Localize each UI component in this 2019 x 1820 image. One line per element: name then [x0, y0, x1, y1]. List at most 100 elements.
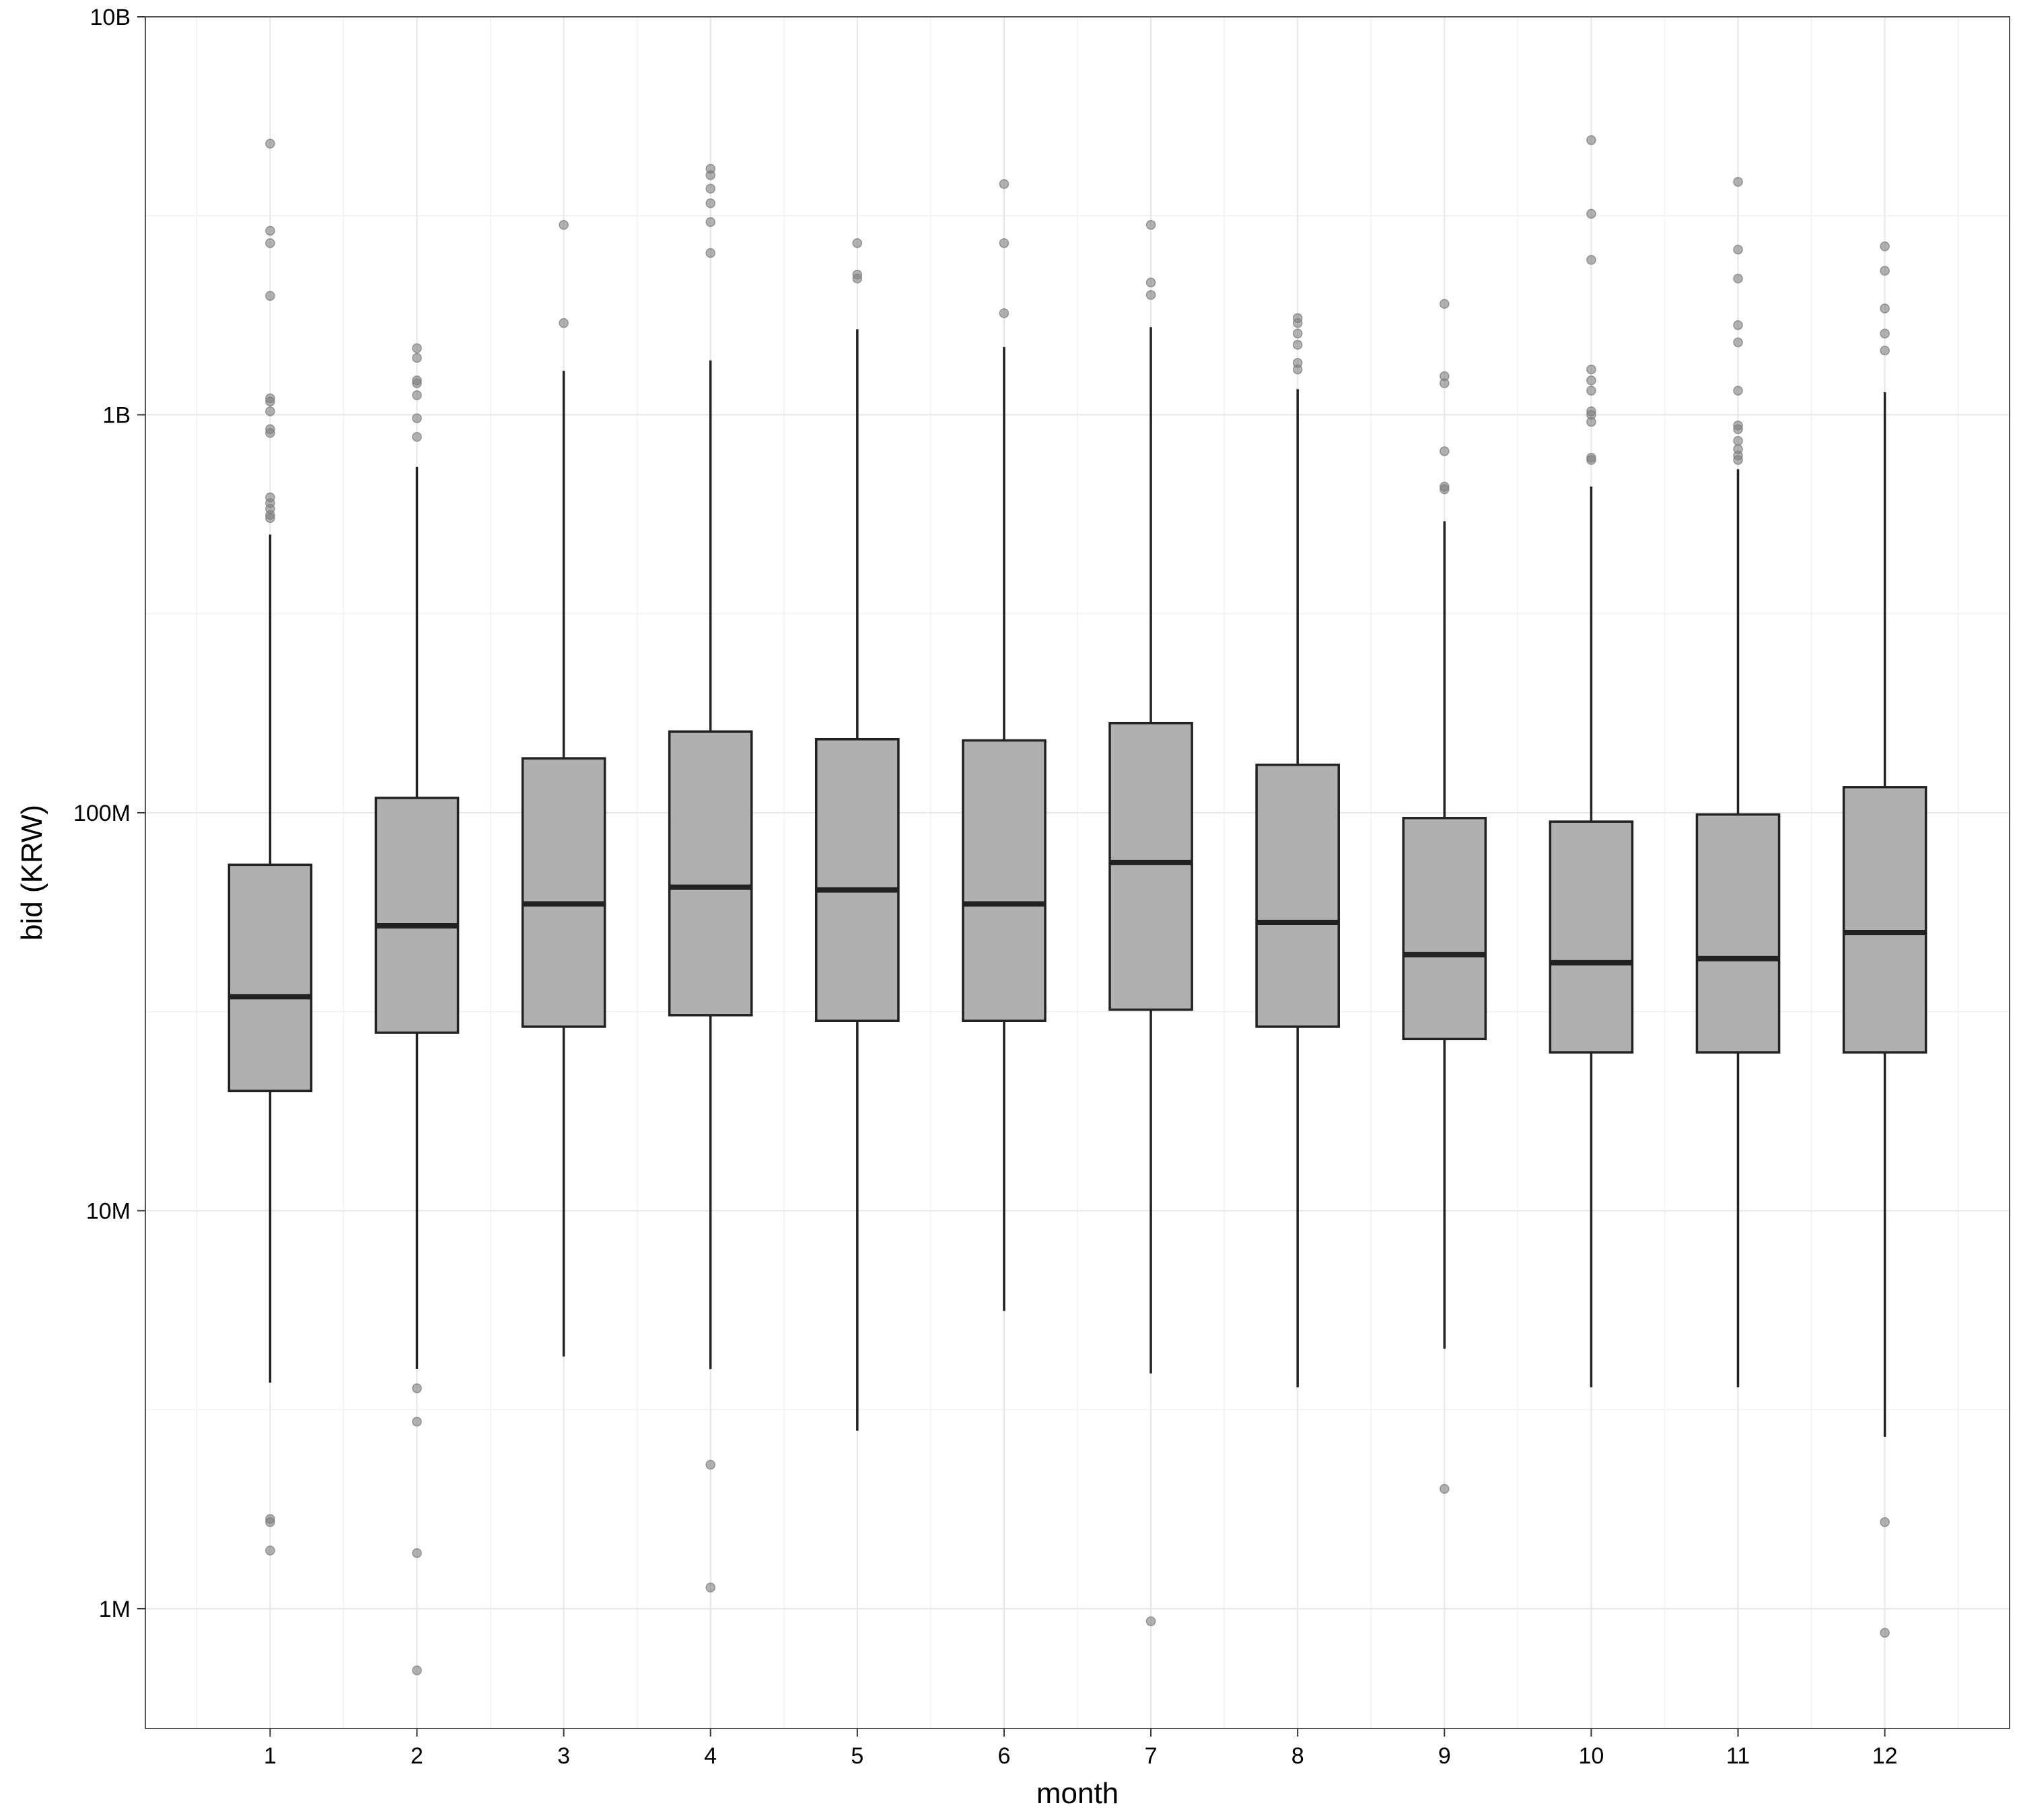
outlier-point [1586, 386, 1596, 396]
outlier-point [412, 390, 422, 400]
outlier-point [265, 238, 275, 248]
box-group [374, 466, 460, 1369]
outlier-point [1440, 446, 1450, 456]
box-group [1549, 486, 1634, 1387]
box-body [227, 863, 313, 1093]
outlier-point [1145, 277, 1156, 288]
box-group [521, 371, 606, 1357]
outlier-point [1733, 320, 1743, 330]
outlier-point [705, 1582, 715, 1593]
x-tick-label: 4 [704, 1743, 717, 1769]
outlier-point [1145, 220, 1156, 230]
box-group [1402, 521, 1487, 1349]
outlier-point [1586, 255, 1596, 265]
outlier-point [852, 238, 863, 248]
outlier-point [705, 217, 715, 227]
outlier-point [265, 393, 275, 404]
box-group [1695, 469, 1781, 1387]
outlier-point [1733, 273, 1743, 284]
x-tick-label: 8 [1291, 1743, 1304, 1769]
box-body [815, 737, 900, 1022]
outlier-point [1880, 241, 1890, 252]
outlier-point [705, 163, 715, 174]
outlier-point [1733, 435, 1743, 446]
outlier-point [1586, 135, 1596, 145]
outlier-point [1733, 176, 1743, 187]
outlier-point [1292, 340, 1303, 350]
outlier-point [1880, 266, 1890, 276]
outlier-point [1586, 375, 1596, 386]
outlier-point [1880, 1517, 1890, 1527]
panel-frame [145, 16, 2010, 1729]
outlier-point [412, 1416, 422, 1427]
outlier-point [1586, 453, 1596, 463]
box-body [962, 739, 1047, 1022]
outlier-point [265, 493, 275, 503]
y-tick-label: 1B [102, 402, 131, 428]
outlier-point [1880, 1628, 1890, 1638]
y-axis-title: bid (KRW) [15, 805, 48, 941]
outlier-point [1733, 421, 1743, 431]
box-body [1695, 813, 1781, 1054]
outlier-point [1880, 328, 1890, 339]
x-axis-title: month [1036, 1777, 1119, 1810]
outlier-point [265, 139, 275, 149]
box-body [521, 757, 606, 1028]
x-tick-label: 7 [1145, 1743, 1158, 1769]
box-group [962, 347, 1047, 1311]
outlier-point [265, 291, 275, 301]
box-group [668, 360, 753, 1369]
box-body [1108, 721, 1193, 1011]
outlier-point [265, 1514, 275, 1524]
outlier-point [1733, 444, 1743, 454]
outlier-point [1733, 244, 1743, 255]
outlier-point [1733, 386, 1743, 396]
y-tick-label: 10M [86, 1198, 131, 1224]
outlier-point [265, 424, 275, 435]
outlier-point [1440, 371, 1450, 381]
outlier-point [999, 179, 1010, 189]
y-tick-label: 100M [73, 801, 131, 826]
outlier-point [1880, 345, 1890, 356]
y-tick-label: 1M [99, 1597, 131, 1622]
outlier-point [1440, 299, 1450, 309]
box-body [1842, 786, 1927, 1054]
outlier-point [412, 1665, 422, 1675]
outlier-point [1292, 328, 1303, 339]
outlier-point [705, 248, 715, 258]
outlier-point [559, 318, 569, 328]
box-body [668, 730, 753, 1017]
outlier-point [412, 1548, 422, 1558]
outlier-point [1292, 313, 1303, 323]
x-tick-label: 2 [411, 1743, 423, 1769]
x-tick-label: 11 [1726, 1743, 1750, 1769]
x-tick-label: 9 [1438, 1743, 1451, 1769]
box-body [1549, 820, 1634, 1054]
box-body [1255, 763, 1340, 1028]
outlier-point [1586, 406, 1596, 416]
x-tick-label: 12 [1872, 1743, 1898, 1769]
outlier-point [412, 1383, 422, 1393]
box-group [1842, 392, 1927, 1437]
x-tick-label: 5 [851, 1743, 863, 1769]
outlier-point [265, 1545, 275, 1556]
x-tick-label: 3 [557, 1743, 570, 1769]
outlier-point [1440, 1484, 1450, 1494]
box-group [1108, 327, 1193, 1374]
box-body [374, 797, 460, 1034]
outlier-point [412, 413, 422, 423]
outlier-point [1440, 481, 1450, 492]
outlier-point [705, 198, 715, 209]
outlier-point [1145, 290, 1156, 300]
outlier-point [1586, 209, 1596, 219]
outlier-point [1586, 364, 1596, 375]
outlier-point [1880, 303, 1890, 314]
outlier-point [265, 225, 275, 236]
outlier-point [412, 343, 422, 353]
outlier-point [999, 238, 1010, 248]
x-tick-label: 1 [264, 1743, 277, 1769]
box-layer [227, 327, 1927, 1437]
